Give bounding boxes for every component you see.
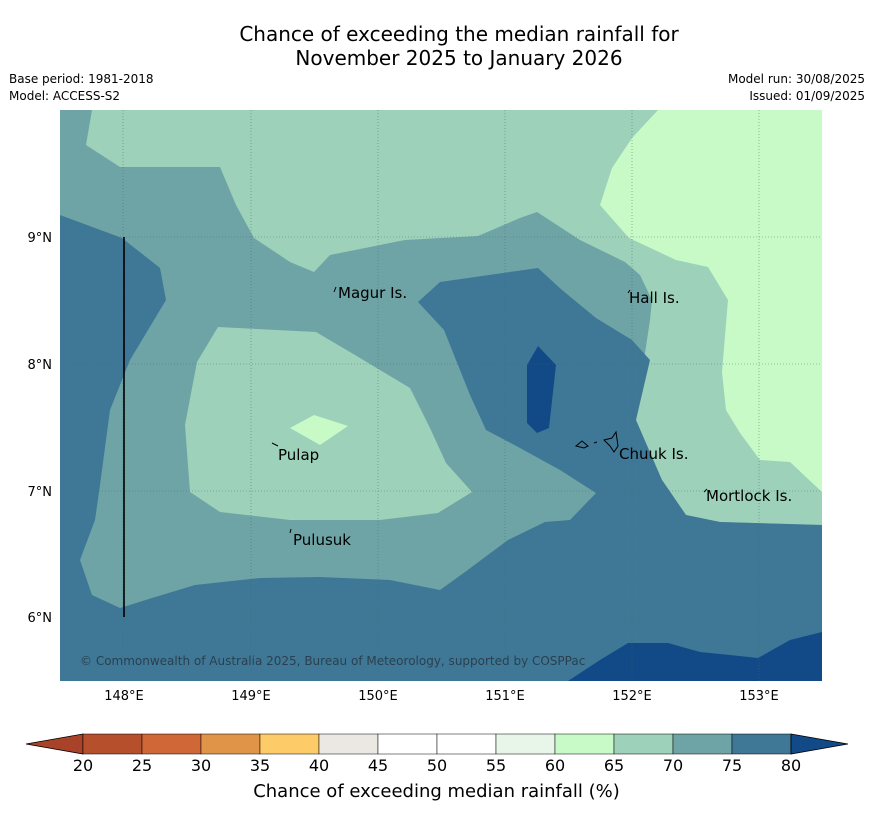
colorbar-segment xyxy=(377,733,438,755)
lon-label-148: 148°E xyxy=(104,689,144,704)
colorbar-tick-label: 25 xyxy=(131,756,153,775)
lat-label-7: 7°N xyxy=(28,485,53,500)
colorbar-tick-label: 80 xyxy=(780,756,802,775)
map-title: Chance of exceeding the median rainfall … xyxy=(0,22,873,70)
model-run-text: Model run: 30/08/2025 xyxy=(727,72,865,86)
colorbar-tick-label: 35 xyxy=(249,756,271,775)
mortlock-island-shape xyxy=(703,488,708,493)
label-hall: Hall Is. xyxy=(629,289,680,307)
lat-label-6: 6°N xyxy=(28,611,53,626)
colorbar-segment xyxy=(554,733,615,755)
colorbar-segment xyxy=(141,733,202,755)
colorbar-segment xyxy=(613,733,674,755)
gridlines xyxy=(60,110,822,681)
colorbar-ticks: 20 25 30 35 40 45 50 55 60 65 70 75 80 xyxy=(0,755,873,777)
base-period-text: Base period: 1981-2018 xyxy=(9,72,154,86)
colorbar-segment xyxy=(200,733,261,755)
magur-island-shape xyxy=(333,286,337,293)
lon-label-149: 149°E xyxy=(231,689,271,704)
colorbar-tick-label: 30 xyxy=(190,756,212,775)
contour-75-80-west xyxy=(60,110,822,681)
lon-label-152: 152°E xyxy=(612,689,652,704)
colorbar-segment xyxy=(672,733,733,755)
colorbar-tick-label: 20 xyxy=(72,756,94,775)
colorbar-tick-label: 50 xyxy=(426,756,448,775)
colorbar-segment xyxy=(436,733,497,755)
lon-label-150: 150°E xyxy=(358,689,398,704)
contour-layer xyxy=(60,110,822,681)
label-mortlock: Mortlock Is. xyxy=(706,487,792,505)
colorbar-segment xyxy=(731,733,792,755)
title-line-1: Chance of exceeding the median rainfall … xyxy=(239,22,679,46)
colorbar-segment xyxy=(82,733,143,755)
colorbar-tick-label: 60 xyxy=(544,756,566,775)
latitude-labels: 9°N 8°N 7°N 6°N xyxy=(28,231,53,626)
label-pulap: Pulap xyxy=(278,446,319,464)
chuuk-island-shape-1 xyxy=(574,440,589,449)
colorbar-tick-label: 75 xyxy=(721,756,743,775)
hall-island-shape xyxy=(627,289,631,294)
colorbar-extend-low xyxy=(25,733,84,755)
colorbar-tick-label: 40 xyxy=(308,756,330,775)
colorbar-tick-label: 55 xyxy=(485,756,507,775)
lon-label-153: 153°E xyxy=(739,689,779,704)
islands xyxy=(271,286,708,534)
title-line-2: November 2025 to January 2026 xyxy=(295,46,623,70)
colorbar-tick-label: 45 xyxy=(367,756,389,775)
lat-label-9: 9°N xyxy=(28,231,53,246)
pulusuk-island-shape xyxy=(289,528,292,534)
colorbar-segment xyxy=(318,733,379,755)
model-text: Model: ACCESS-S2 xyxy=(9,89,121,103)
longitude-labels: 148°E 149°E 150°E 151°E 152°E 153°E xyxy=(104,689,779,704)
colorbar-label: Chance of exceeding median rainfall (%) xyxy=(253,781,620,802)
pulap-island-shape xyxy=(271,442,279,447)
issued-text: Issued: 01/09/2025 xyxy=(749,89,865,103)
lon-label-151: 151°E xyxy=(485,689,525,704)
meta-right: Model run: 30/08/2025 Issued: 01/09/2025 xyxy=(728,71,865,105)
label-magur: Magur Is. xyxy=(338,284,407,302)
label-chuuk: Chuuk Is. xyxy=(619,445,688,463)
contour-60-65-northeast xyxy=(600,110,822,492)
colorbar-segment xyxy=(259,733,320,755)
contour-60-65-central xyxy=(290,415,348,445)
lat-label-8: 8°N xyxy=(28,358,53,373)
colorbar-tick-label: 70 xyxy=(662,756,684,775)
chuuk-island-shape-3 xyxy=(603,430,619,453)
contour-80-plus-spot xyxy=(527,346,556,433)
colorbar-tick-label: 65 xyxy=(603,756,625,775)
meta-left: Base period: 1981-2018 Model: ACCESS-S2 xyxy=(9,71,154,105)
colorbar xyxy=(25,733,849,755)
colorbar-segment xyxy=(495,733,556,755)
label-pulusuk: Pulusuk xyxy=(293,531,351,549)
colorbar-extend-high xyxy=(790,733,849,755)
place-labels: Magur Is. Hall Is. Pulap Chuuk Is. Mortl… xyxy=(278,284,792,549)
copyright-text: © Commonwealth of Australia 2025, Bureau… xyxy=(80,654,585,668)
contour-80-plus-southeast xyxy=(568,632,822,681)
chuuk-island-shape-2 xyxy=(593,441,598,444)
